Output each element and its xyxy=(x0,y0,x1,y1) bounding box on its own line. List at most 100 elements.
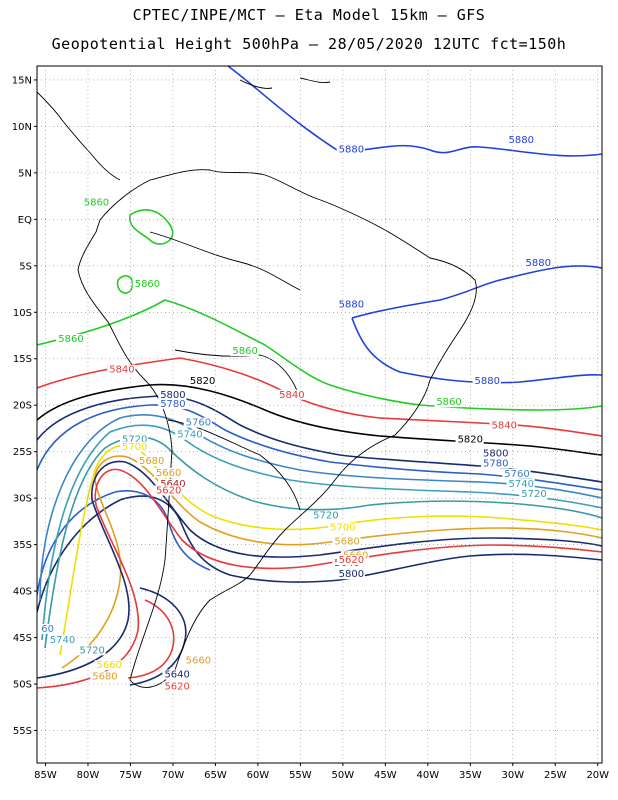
contour-label-bg xyxy=(162,669,191,680)
lat-tick-label: EQ xyxy=(18,215,32,226)
lat-tick-label: 25S xyxy=(13,447,32,458)
contour-5860 xyxy=(37,299,602,411)
contour-label-bg xyxy=(119,441,149,452)
lat-tick-label: 55S xyxy=(13,726,32,737)
contour-label: 5840 xyxy=(279,390,304,401)
contour-5880-north xyxy=(227,66,602,157)
contour-label-bg xyxy=(481,458,510,469)
contour-label-bg xyxy=(472,375,501,386)
contour-5880-south xyxy=(351,317,602,384)
contour-label: 5620 xyxy=(156,485,181,496)
contour-label: 5800 xyxy=(339,569,364,580)
contour-label-bg xyxy=(94,660,123,671)
coastline-south-america xyxy=(77,169,477,688)
lon-tick-label: 20W xyxy=(586,770,609,781)
contour-5660 xyxy=(37,460,602,679)
contour-label-bg xyxy=(107,364,136,375)
contour-label-bg xyxy=(481,448,510,459)
contour-south-loop xyxy=(129,587,187,686)
contour-label-bg xyxy=(175,429,204,440)
contour-label-bg xyxy=(187,375,217,386)
contour-5820 xyxy=(37,383,602,456)
contour-label-bg xyxy=(336,299,365,310)
contour-label-bg xyxy=(523,257,552,268)
contour-label: 5660 xyxy=(96,660,121,671)
contour-label: 5880 xyxy=(475,376,500,387)
contour-label-bg xyxy=(277,389,306,400)
contour-label-bg xyxy=(336,555,365,566)
contour-label: 5640 xyxy=(164,670,189,681)
contour-label: 5740 xyxy=(50,635,75,646)
contour-label-bg xyxy=(56,334,85,345)
contour-label: 5880 xyxy=(339,144,364,155)
lat-tick-label: 5S xyxy=(19,261,32,272)
contour-label: 5680 xyxy=(334,537,359,548)
contour-5640 xyxy=(37,468,602,689)
contour-5860-amazon xyxy=(129,209,174,245)
contour-label: 60 xyxy=(41,624,54,635)
contour-label: 5680 xyxy=(92,671,117,682)
contour-label: 5840 xyxy=(109,365,134,376)
contour-5860-small xyxy=(116,275,134,294)
contour-label-bg xyxy=(132,279,161,290)
lat-tick-label: 5N xyxy=(18,168,32,179)
contour-label-bg xyxy=(230,346,259,357)
contour-5880-mid xyxy=(351,265,602,319)
contour-label-bg xyxy=(162,681,191,692)
contour-label: 5820 xyxy=(190,376,215,387)
contour-label: 5720 xyxy=(521,489,546,500)
contour-label: 5880 xyxy=(509,135,534,146)
lat-tick-label: 20S xyxy=(13,401,32,412)
contour-label: 5840 xyxy=(492,420,517,431)
contour-label: 5720 xyxy=(313,511,338,522)
contour-label: 5680 xyxy=(139,456,164,467)
contour-label: 5620 xyxy=(164,682,189,693)
contour-label: 5880 xyxy=(526,258,551,269)
contour-label-bg xyxy=(47,635,76,646)
lat-tick-label: 15N xyxy=(12,75,32,86)
lon-tick-label: 25W xyxy=(544,770,567,781)
contour-label: 5880 xyxy=(339,300,364,311)
contour-label-bg xyxy=(39,623,55,634)
lat-tick-label: 30S xyxy=(13,494,32,505)
lat-tick-label: 10N xyxy=(12,122,32,133)
contour-south-loop2 xyxy=(127,599,175,679)
contour-label: 5640 xyxy=(160,479,185,490)
lat-lon-grid xyxy=(37,66,602,763)
longitude-axis: 85W 80W 75W 70W 65W 60W 55W 50W 45W 40W 35W 30W 25W 2… xyxy=(34,763,609,781)
contour-5740 xyxy=(41,424,602,641)
lon-tick-label: 55W xyxy=(289,770,312,781)
contour-label-bg xyxy=(158,389,187,400)
contour-label-bg xyxy=(506,135,535,146)
contour-5760 xyxy=(39,414,602,601)
contour-label: 5860 xyxy=(58,334,83,345)
contour-label-bg xyxy=(183,417,212,428)
caribbean-islands xyxy=(239,77,331,89)
contour-labels: 5880 5880 5880 5880 5880 5860 5860 5860 5860 5860… xyxy=(39,135,552,693)
contour-label: 5700 xyxy=(330,523,355,534)
lon-tick-label: 30W xyxy=(501,770,524,781)
contour-label-bg xyxy=(328,522,357,533)
contour-label: 5800 xyxy=(160,390,185,401)
contour-label: 5780 xyxy=(160,399,185,410)
coastline-central-america xyxy=(37,91,121,181)
lon-tick-label: 60W xyxy=(247,770,270,781)
contour-label: 5740 xyxy=(177,430,202,441)
contour-label-bg xyxy=(332,536,361,547)
contour-label-bg xyxy=(158,399,187,410)
lon-tick-label: 40W xyxy=(417,770,440,781)
contour-label-bg xyxy=(336,144,365,155)
contour-label-bg xyxy=(183,655,212,666)
contour-label: 5660 xyxy=(156,468,181,479)
lon-tick-label: 35W xyxy=(459,770,482,781)
contour-label: 5860 xyxy=(436,397,461,408)
lon-tick-label: 75W xyxy=(119,770,142,781)
chart-title-line2: Geopotential Height 500hPa – 28/05/2020 … xyxy=(51,35,567,53)
contour-label-bg xyxy=(136,455,166,466)
contour-label: 5720 xyxy=(122,434,147,445)
contour-label: 5760 xyxy=(504,469,529,480)
contour-label-bg xyxy=(489,420,518,431)
contour-label: 5740 xyxy=(509,479,534,490)
lon-tick-label: 70W xyxy=(162,770,185,781)
contour-label: 5800 xyxy=(483,448,508,459)
